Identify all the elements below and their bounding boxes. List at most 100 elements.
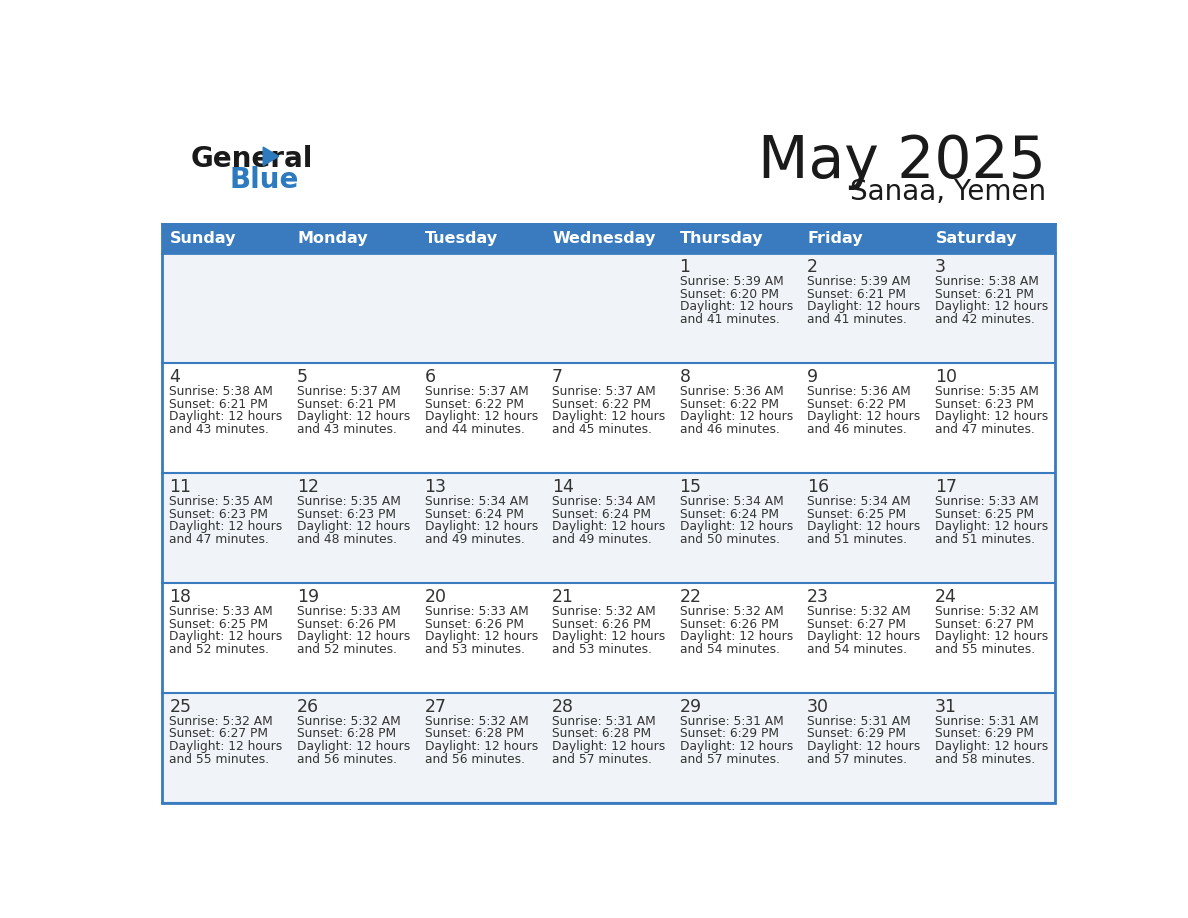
Bar <box>545 693 672 803</box>
Text: 19: 19 <box>297 588 320 606</box>
Text: and 52 minutes.: and 52 minutes. <box>297 643 397 656</box>
Bar <box>672 224 801 253</box>
Bar <box>801 224 928 253</box>
Text: Daylight: 12 hours: Daylight: 12 hours <box>552 410 665 423</box>
Text: 10: 10 <box>935 368 956 386</box>
Text: Sunday: Sunday <box>170 231 236 246</box>
Bar <box>801 693 928 803</box>
Bar <box>290 224 417 253</box>
Text: Daylight: 12 hours: Daylight: 12 hours <box>170 631 283 644</box>
Bar <box>672 583 801 693</box>
Bar <box>290 693 417 803</box>
Text: Daylight: 12 hours: Daylight: 12 hours <box>297 631 410 644</box>
Text: May 2025: May 2025 <box>758 133 1045 190</box>
Text: and 46 minutes.: and 46 minutes. <box>680 423 779 436</box>
Text: Daylight: 12 hours: Daylight: 12 hours <box>935 521 1048 533</box>
Text: Daylight: 12 hours: Daylight: 12 hours <box>552 521 665 533</box>
Text: and 44 minutes.: and 44 minutes. <box>424 423 524 436</box>
Bar <box>163 364 290 474</box>
Text: and 54 minutes.: and 54 minutes. <box>807 643 908 656</box>
Text: Friday: Friday <box>808 231 864 246</box>
Text: 9: 9 <box>807 368 819 386</box>
Text: Sunrise: 5:39 AM: Sunrise: 5:39 AM <box>807 274 911 288</box>
Bar <box>928 693 1055 803</box>
Bar <box>545 474 672 583</box>
Text: Sunset: 6:23 PM: Sunset: 6:23 PM <box>935 397 1034 410</box>
Text: Sunset: 6:22 PM: Sunset: 6:22 PM <box>680 397 778 410</box>
Text: 15: 15 <box>680 478 702 496</box>
Bar <box>545 364 672 474</box>
Text: and 57 minutes.: and 57 minutes. <box>680 753 779 766</box>
Text: Sunrise: 5:32 AM: Sunrise: 5:32 AM <box>170 715 273 728</box>
Text: and 43 minutes.: and 43 minutes. <box>170 423 270 436</box>
Text: 18: 18 <box>170 588 191 606</box>
Text: Sunset: 6:24 PM: Sunset: 6:24 PM <box>680 508 778 521</box>
Text: Sunrise: 5:34 AM: Sunrise: 5:34 AM <box>680 495 783 508</box>
Bar <box>801 364 928 474</box>
Text: Daylight: 12 hours: Daylight: 12 hours <box>170 740 283 753</box>
Bar <box>545 253 672 364</box>
Text: and 55 minutes.: and 55 minutes. <box>935 643 1035 656</box>
Text: 29: 29 <box>680 698 702 716</box>
Text: and 52 minutes.: and 52 minutes. <box>170 643 270 656</box>
Text: Sunset: 6:20 PM: Sunset: 6:20 PM <box>680 287 778 300</box>
Text: Sunset: 6:24 PM: Sunset: 6:24 PM <box>552 508 651 521</box>
Text: Blue: Blue <box>229 165 299 194</box>
Text: 23: 23 <box>807 588 829 606</box>
Text: Daylight: 12 hours: Daylight: 12 hours <box>170 410 283 423</box>
Bar <box>163 224 1055 803</box>
Text: Sunrise: 5:33 AM: Sunrise: 5:33 AM <box>424 605 529 618</box>
Text: Sunrise: 5:34 AM: Sunrise: 5:34 AM <box>424 495 529 508</box>
Text: Daylight: 12 hours: Daylight: 12 hours <box>552 631 665 644</box>
Text: 27: 27 <box>424 698 447 716</box>
Text: Sunrise: 5:32 AM: Sunrise: 5:32 AM <box>297 715 400 728</box>
Text: 24: 24 <box>935 588 956 606</box>
Text: Sunrise: 5:39 AM: Sunrise: 5:39 AM <box>680 274 783 288</box>
Text: and 49 minutes.: and 49 minutes. <box>424 533 524 546</box>
Text: 22: 22 <box>680 588 702 606</box>
Text: Daylight: 12 hours: Daylight: 12 hours <box>680 521 792 533</box>
Text: Sunrise: 5:32 AM: Sunrise: 5:32 AM <box>935 605 1038 618</box>
Text: and 42 minutes.: and 42 minutes. <box>935 313 1035 326</box>
Text: Sunset: 6:27 PM: Sunset: 6:27 PM <box>170 727 268 741</box>
Text: 2: 2 <box>807 258 819 276</box>
Bar <box>801 474 928 583</box>
Text: Daylight: 12 hours: Daylight: 12 hours <box>297 740 410 753</box>
Text: Daylight: 12 hours: Daylight: 12 hours <box>935 631 1048 644</box>
Polygon shape <box>264 147 279 165</box>
Text: and 53 minutes.: and 53 minutes. <box>552 643 652 656</box>
Text: Daylight: 12 hours: Daylight: 12 hours <box>680 631 792 644</box>
Text: Sunset: 6:25 PM: Sunset: 6:25 PM <box>935 508 1034 521</box>
Text: Sunrise: 5:35 AM: Sunrise: 5:35 AM <box>170 495 273 508</box>
Text: 5: 5 <box>297 368 308 386</box>
Text: Sunrise: 5:32 AM: Sunrise: 5:32 AM <box>552 605 656 618</box>
Bar <box>928 224 1055 253</box>
Text: Sunset: 6:26 PM: Sunset: 6:26 PM <box>680 618 778 631</box>
Text: Sunset: 6:25 PM: Sunset: 6:25 PM <box>170 618 268 631</box>
Bar <box>290 474 417 583</box>
Text: and 41 minutes.: and 41 minutes. <box>807 313 906 326</box>
Bar <box>417 583 545 693</box>
Text: Sunrise: 5:33 AM: Sunrise: 5:33 AM <box>935 495 1038 508</box>
Text: Sunset: 6:23 PM: Sunset: 6:23 PM <box>297 508 396 521</box>
Text: and 48 minutes.: and 48 minutes. <box>297 533 397 546</box>
Bar <box>928 364 1055 474</box>
Text: Sunset: 6:23 PM: Sunset: 6:23 PM <box>170 508 268 521</box>
Text: Sunrise: 5:34 AM: Sunrise: 5:34 AM <box>552 495 656 508</box>
Bar <box>545 224 672 253</box>
Text: Daylight: 12 hours: Daylight: 12 hours <box>424 631 538 644</box>
Text: and 54 minutes.: and 54 minutes. <box>680 643 779 656</box>
Text: Sunset: 6:22 PM: Sunset: 6:22 PM <box>807 397 906 410</box>
Text: Daylight: 12 hours: Daylight: 12 hours <box>935 300 1048 313</box>
Text: 17: 17 <box>935 478 956 496</box>
Text: and 47 minutes.: and 47 minutes. <box>170 533 270 546</box>
Text: 26: 26 <box>297 698 320 716</box>
Text: Monday: Monday <box>298 231 368 246</box>
Text: and 45 minutes.: and 45 minutes. <box>552 423 652 436</box>
Text: 31: 31 <box>935 698 956 716</box>
Text: Sunset: 6:27 PM: Sunset: 6:27 PM <box>935 618 1034 631</box>
Text: Daylight: 12 hours: Daylight: 12 hours <box>297 410 410 423</box>
Text: 20: 20 <box>424 588 447 606</box>
Text: Sunset: 6:29 PM: Sunset: 6:29 PM <box>935 727 1034 741</box>
Text: 30: 30 <box>807 698 829 716</box>
